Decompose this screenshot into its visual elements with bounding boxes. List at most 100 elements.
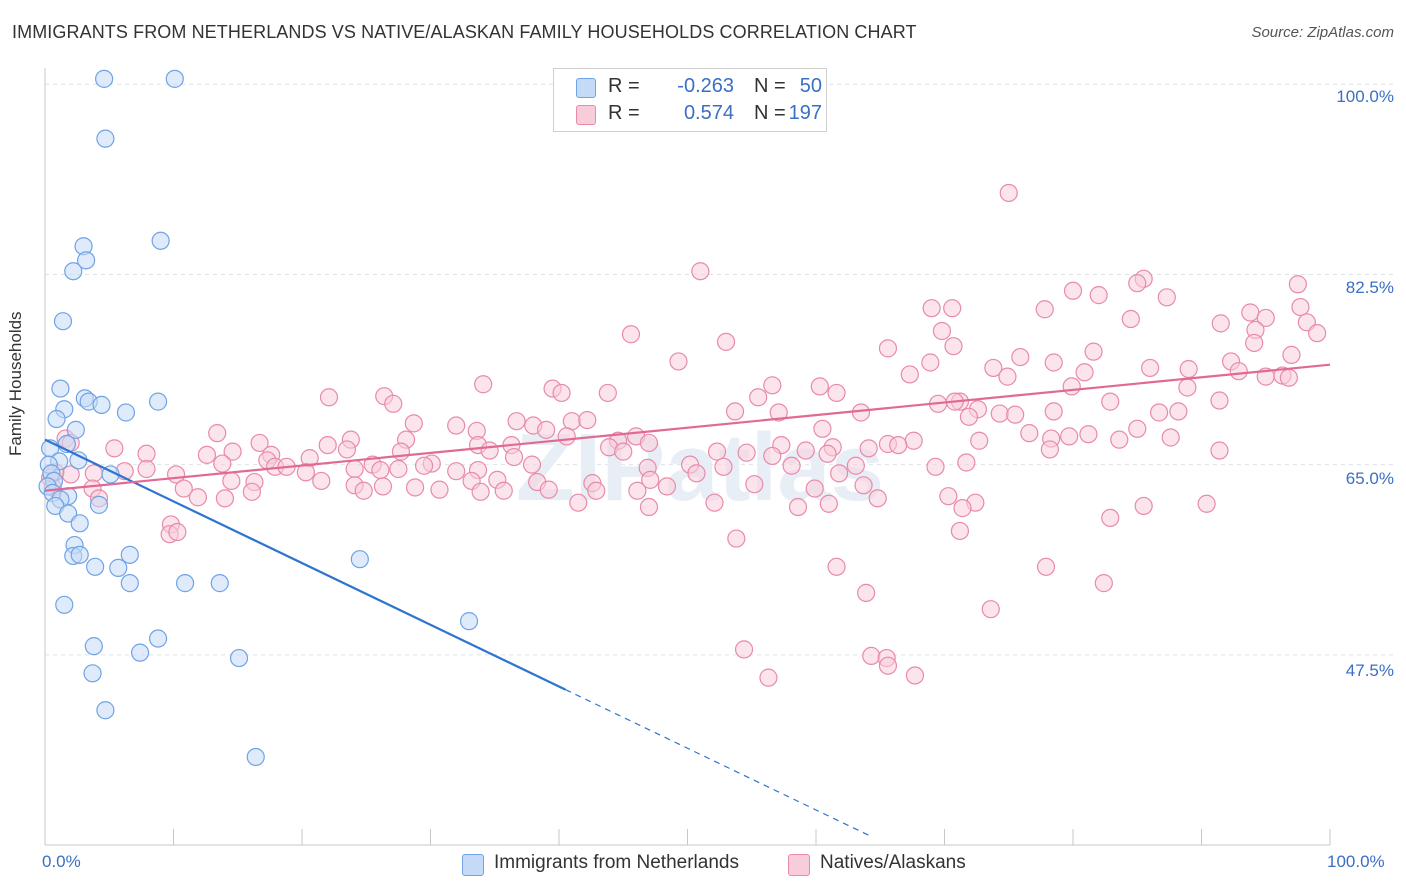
data-point bbox=[148, 392, 168, 411]
data-point bbox=[70, 514, 89, 533]
series-swatch-netherlands bbox=[462, 854, 484, 876]
data-point bbox=[889, 435, 908, 455]
data-point bbox=[1291, 297, 1310, 317]
data-point bbox=[782, 456, 801, 475]
data-point bbox=[1128, 419, 1147, 438]
data-point bbox=[999, 183, 1018, 203]
data-point bbox=[337, 440, 357, 459]
data-point bbox=[943, 299, 962, 318]
x-tick-label: 0.0% bbox=[42, 852, 81, 871]
data-point bbox=[749, 388, 768, 407]
data-point bbox=[862, 646, 881, 666]
data-point bbox=[1282, 345, 1301, 364]
data-point bbox=[716, 332, 736, 351]
data-point bbox=[959, 407, 979, 426]
data-point bbox=[1157, 288, 1176, 307]
data-point bbox=[827, 383, 846, 403]
data-point bbox=[120, 574, 139, 593]
data-point bbox=[168, 522, 187, 542]
data-point bbox=[830, 464, 849, 483]
data-point bbox=[165, 69, 184, 88]
series-legend: Immigrants from Netherlands Natives/Alas… bbox=[0, 852, 1406, 878]
data-point bbox=[904, 431, 923, 450]
data-point bbox=[868, 489, 887, 508]
data-point bbox=[687, 464, 706, 483]
trend-line-netherlands-extension bbox=[565, 689, 871, 837]
data-point bbox=[813, 419, 832, 438]
data-point bbox=[539, 480, 558, 499]
data-point bbox=[950, 521, 970, 541]
data-point bbox=[1020, 424, 1039, 443]
data-point bbox=[1149, 403, 1169, 422]
series-legend-label: Immigrants from Netherlands bbox=[494, 852, 739, 873]
stats-legend: R = -0.263 N = 50 R = 0.574 N = 197 bbox=[553, 68, 827, 132]
data-point bbox=[319, 388, 339, 407]
data-point bbox=[788, 497, 808, 517]
data-point bbox=[857, 583, 876, 602]
data-point bbox=[691, 262, 710, 281]
data-point bbox=[229, 648, 249, 668]
data-point bbox=[1044, 353, 1063, 372]
data-point bbox=[384, 394, 403, 413]
data-point bbox=[507, 412, 526, 431]
data-point bbox=[116, 403, 136, 422]
data-point bbox=[83, 664, 102, 683]
data-point bbox=[1241, 303, 1260, 322]
data-point bbox=[957, 453, 976, 472]
data-point bbox=[92, 395, 111, 414]
data-point bbox=[95, 69, 114, 88]
data-point bbox=[405, 478, 425, 497]
data-point bbox=[1075, 363, 1094, 382]
data-point bbox=[587, 481, 606, 500]
data-point bbox=[84, 637, 103, 656]
data-point bbox=[552, 383, 571, 403]
data-point bbox=[562, 412, 581, 431]
data-point bbox=[371, 460, 390, 480]
data-point bbox=[1197, 494, 1216, 513]
y-tick-label: 82.5% bbox=[1345, 278, 1394, 297]
data-point bbox=[148, 629, 168, 648]
data-point bbox=[250, 433, 269, 453]
data-point bbox=[970, 431, 989, 450]
data-point bbox=[759, 668, 778, 687]
data-point bbox=[246, 747, 265, 767]
data-point bbox=[639, 497, 659, 517]
data-point bbox=[51, 379, 70, 398]
data-point bbox=[734, 640, 754, 659]
data-point bbox=[569, 493, 588, 512]
legend-swatch-netherlands bbox=[576, 78, 596, 98]
data-point bbox=[1256, 308, 1275, 328]
data-point bbox=[805, 479, 824, 498]
data-point bbox=[404, 414, 423, 433]
data-point bbox=[70, 545, 89, 564]
data-point bbox=[242, 482, 261, 501]
data-point bbox=[188, 488, 208, 507]
data-point bbox=[939, 487, 958, 506]
data-point bbox=[944, 337, 963, 356]
data-point bbox=[705, 493, 724, 512]
data-point bbox=[926, 457, 945, 476]
legend-swatch-natives bbox=[576, 105, 596, 125]
data-point bbox=[846, 456, 865, 475]
data-point bbox=[905, 666, 925, 685]
data-point bbox=[1036, 557, 1056, 576]
data-point bbox=[55, 595, 74, 614]
data-point bbox=[1161, 428, 1180, 447]
data-point bbox=[1079, 425, 1098, 444]
data-point bbox=[1121, 309, 1140, 329]
chart-title: IMMIGRANTS FROM NETHERLANDS VS NATIVE/AL… bbox=[12, 22, 917, 42]
data-point bbox=[714, 457, 733, 476]
data-point bbox=[414, 456, 434, 475]
data-point bbox=[1089, 286, 1108, 305]
data-point bbox=[657, 477, 677, 496]
data-point bbox=[727, 529, 746, 548]
data-point bbox=[1169, 402, 1188, 421]
data-point bbox=[1040, 440, 1059, 459]
legend-r-value: -0.263 bbox=[677, 75, 734, 97]
data-point bbox=[1084, 342, 1103, 361]
trend-line-natives bbox=[44, 363, 1331, 492]
data-point bbox=[47, 409, 66, 429]
data-point bbox=[984, 358, 1003, 378]
y-tick-label: 100.0% bbox=[1336, 87, 1394, 106]
data-point bbox=[1094, 574, 1113, 593]
